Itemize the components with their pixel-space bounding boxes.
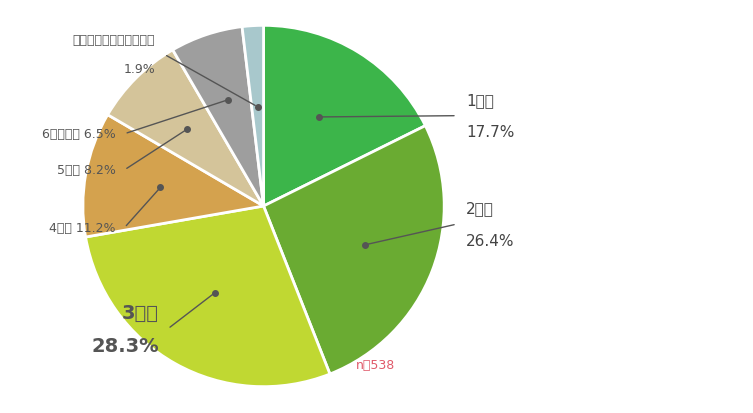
Wedge shape xyxy=(264,26,425,206)
Text: 28.3%: 28.3% xyxy=(91,336,159,355)
Text: 3学会: 3学会 xyxy=(122,304,159,322)
Wedge shape xyxy=(86,206,330,387)
Text: 1.9%: 1.9% xyxy=(123,63,155,76)
Text: n＝538: n＝538 xyxy=(356,358,395,372)
Text: 4学会 11.2%: 4学会 11.2% xyxy=(49,222,115,235)
Text: 26.4%: 26.4% xyxy=(466,233,514,248)
Text: 2学会: 2学会 xyxy=(466,201,494,216)
Text: 6学会以上 6.5%: 6学会以上 6.5% xyxy=(41,128,115,141)
Text: 5学会 8.2%: 5学会 8.2% xyxy=(56,164,115,177)
Wedge shape xyxy=(242,26,264,206)
Wedge shape xyxy=(83,115,264,237)
Wedge shape xyxy=(108,51,264,206)
Text: 1学会: 1学会 xyxy=(466,93,494,108)
Text: 学会には所属していない: 学会には所属していない xyxy=(72,34,155,47)
Wedge shape xyxy=(264,126,444,374)
Text: 17.7%: 17.7% xyxy=(466,125,514,140)
Wedge shape xyxy=(172,28,264,206)
